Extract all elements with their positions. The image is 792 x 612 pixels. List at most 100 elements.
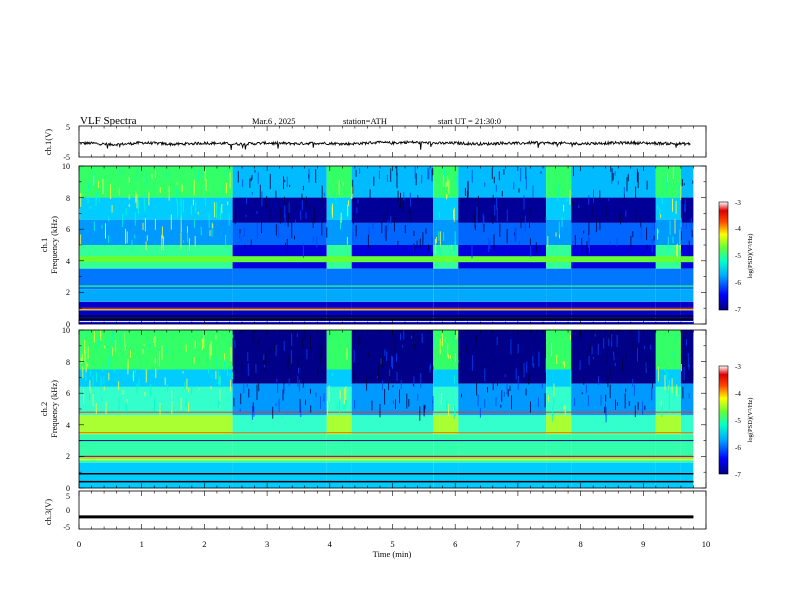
spectrogram-streak bbox=[142, 222, 144, 230]
spectrogram-streak bbox=[614, 363, 616, 366]
spectrogram-streak bbox=[137, 168, 139, 179]
x-tick-label: 3 bbox=[265, 539, 269, 549]
spectrogram-streak bbox=[194, 236, 196, 247]
spectrogram-streak bbox=[263, 361, 264, 364]
spectrogram-band bbox=[79, 301, 233, 324]
spectrogram-band bbox=[232, 383, 327, 416]
spectrogram-band bbox=[433, 330, 459, 370]
spectrogram-streak bbox=[409, 192, 411, 207]
spectrogram-streak bbox=[484, 398, 486, 408]
spectrogram-streak bbox=[503, 169, 505, 175]
spectrogram-streak bbox=[616, 402, 618, 406]
spectrogram-streak bbox=[445, 337, 446, 343]
spectrogram-streak bbox=[302, 377, 304, 388]
spectrogram-streak bbox=[180, 202, 182, 217]
x-tick-label: 0 bbox=[77, 539, 81, 549]
spectrogram-streak bbox=[607, 219, 609, 222]
spectrogram-band bbox=[571, 222, 656, 245]
spectrogram-streak bbox=[256, 223, 258, 239]
spectrogram-streak bbox=[79, 208, 81, 220]
spectrogram-band bbox=[326, 219, 352, 245]
spectrogram-streak bbox=[657, 366, 659, 382]
spectrogram-streak bbox=[84, 351, 86, 362]
spectrogram-streak bbox=[342, 404, 344, 410]
x-tick-label: 2 bbox=[202, 539, 206, 549]
spectrogram-streak bbox=[320, 396, 321, 409]
spectrogram-streak bbox=[640, 218, 642, 228]
spectrogram-streak bbox=[224, 353, 226, 362]
spectrogram-band bbox=[571, 383, 656, 416]
spectrogram-streak bbox=[541, 383, 543, 389]
spectrogram-streak bbox=[593, 189, 594, 203]
spectrogram-streak bbox=[646, 180, 648, 190]
spectrogram-streak bbox=[506, 382, 508, 395]
spectrogram-streak bbox=[256, 384, 258, 401]
spectrogram-streak bbox=[643, 346, 645, 349]
spectrogram-streak bbox=[210, 386, 212, 390]
spectrogram-band bbox=[326, 268, 352, 290]
spectrogram-streak bbox=[630, 235, 632, 250]
spectrogram-streak bbox=[90, 370, 92, 377]
spectrogram-streak bbox=[366, 340, 368, 346]
spectrogram-band bbox=[458, 330, 547, 384]
spectrogram-streak bbox=[431, 236, 433, 253]
spectrogram-streak bbox=[632, 378, 634, 387]
spectrogram-streak bbox=[288, 378, 290, 386]
spectrogram-streak bbox=[125, 228, 126, 245]
spectrogram-streak bbox=[203, 334, 205, 348]
x-tick-label: 9 bbox=[641, 539, 645, 549]
spectrogram-streak bbox=[386, 351, 388, 361]
spectrogram-streak bbox=[298, 367, 299, 374]
spectrogram-streak bbox=[588, 195, 590, 205]
spectrogram-band bbox=[571, 462, 656, 488]
spectrogram-streak bbox=[321, 185, 323, 200]
spectrogram-streak bbox=[508, 342, 510, 346]
spectrogram-streak bbox=[507, 389, 509, 397]
spectrogram-streak bbox=[438, 231, 440, 241]
spectrogram-streak bbox=[302, 185, 304, 191]
spectrogram-streak bbox=[520, 168, 522, 182]
ch3-ytick-5: 5 bbox=[66, 492, 70, 501]
spectrogram-streak bbox=[282, 389, 284, 401]
spectrogram-streak bbox=[84, 339, 86, 353]
spectrogram-band bbox=[546, 462, 572, 488]
spectrogram-streak bbox=[118, 397, 120, 410]
spectrogram-streak bbox=[594, 333, 596, 337]
spectrogram-streak bbox=[265, 353, 267, 366]
spectrogram-streak bbox=[666, 181, 668, 196]
spectrogram-streak bbox=[257, 172, 259, 184]
spectrogram-band bbox=[458, 289, 547, 302]
spectrogram-streak bbox=[204, 169, 206, 181]
spectrogram-streak bbox=[269, 173, 271, 190]
spectrogram-line bbox=[79, 480, 694, 483]
spectrogram-band bbox=[232, 415, 327, 435]
spectrogram-band bbox=[458, 222, 547, 245]
spectrogram-streak bbox=[406, 393, 408, 409]
spectrogram-streak bbox=[496, 207, 498, 222]
spectrogram-streak bbox=[402, 345, 404, 348]
spectrogram-band bbox=[571, 268, 656, 290]
spectrogram-streak bbox=[435, 236, 437, 244]
spectrogram-streak bbox=[657, 204, 658, 210]
spectrogram-streak bbox=[644, 405, 646, 410]
spectrogram-streak bbox=[280, 207, 281, 221]
spectrogram-streak bbox=[141, 177, 142, 192]
spectrogram-streak bbox=[564, 405, 566, 415]
spectrogram-streak bbox=[611, 334, 613, 347]
spectrogram-streak bbox=[306, 349, 308, 360]
spectrogram-streak bbox=[674, 219, 676, 234]
spectrogram-streak bbox=[256, 211, 258, 214]
spectrogram-streak bbox=[384, 225, 386, 239]
spectrogram-streak bbox=[209, 230, 211, 236]
ch1-colorbar-tick-3: -3 bbox=[735, 199, 741, 207]
spectrogram-band bbox=[433, 301, 459, 324]
spectrogram-band bbox=[433, 434, 459, 463]
spectrogram-streak bbox=[161, 345, 163, 360]
spectrogram-streak bbox=[323, 192, 325, 197]
spectrogram-streak bbox=[642, 401, 644, 415]
spectrogram-streak bbox=[113, 368, 115, 372]
spectrogram-streak bbox=[424, 405, 426, 410]
spectrogram-streak bbox=[430, 363, 432, 370]
spectrogram-streak bbox=[570, 334, 571, 341]
spectrogram-streak bbox=[85, 362, 87, 373]
